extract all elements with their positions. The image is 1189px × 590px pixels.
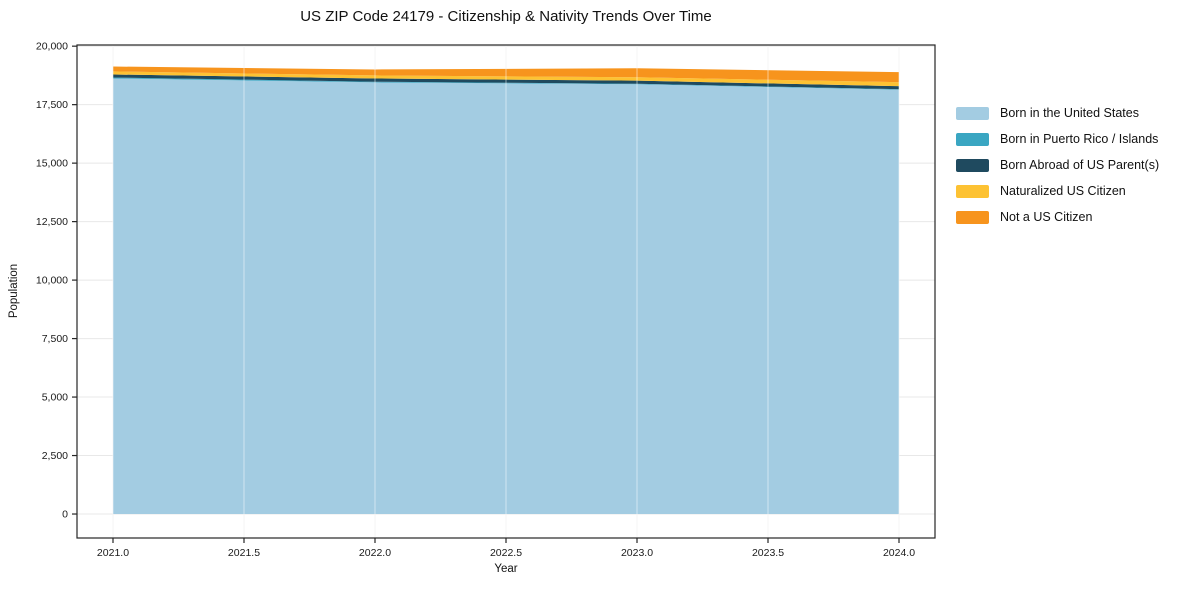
legend-item: Born Abroad of US Parent(s): [956, 152, 1159, 178]
x-axis-title: Year: [494, 563, 518, 575]
y-tick-label: 2,500: [42, 450, 68, 462]
x-tick-label: 2021.5: [228, 547, 260, 559]
legend-label: Not a US Citizen: [1000, 210, 1093, 224]
y-tick-label: 0: [62, 509, 68, 521]
x-tick-label: 2023.0: [621, 547, 653, 559]
y-tick-label: 10,000: [36, 275, 68, 287]
y-tick-label: 20,000: [36, 41, 68, 53]
y-tick-label: 17,500: [36, 99, 68, 111]
y-tick-label: 5,000: [42, 392, 68, 404]
legend-swatch-icon: [956, 132, 989, 146]
legend-swatch-icon: [956, 210, 989, 224]
legend-label: Naturalized US Citizen: [1000, 184, 1126, 198]
y-axis-title: Population: [8, 263, 20, 319]
legend-label: Born in Puerto Rico / Islands: [1000, 132, 1159, 146]
x-tick-label: 2021.0: [97, 547, 129, 559]
legend-item: Born in Puerto Rico / Islands: [956, 126, 1159, 152]
legend-label: Born in the United States: [1000, 106, 1139, 120]
legend-swatch-icon: [956, 158, 989, 172]
legend-label: Born Abroad of US Parent(s): [1000, 158, 1160, 172]
legend: Born in the United States Born in Puerto …: [956, 100, 1159, 230]
chart-title: US ZIP Code 24179 - Citizenship & Nativi…: [300, 8, 712, 25]
x-tick-label: 2022.0: [359, 547, 391, 559]
y-tick-label: 12,500: [36, 216, 68, 228]
legend-item: Not a US Citizen: [956, 204, 1159, 230]
x-tick-label: 2022.5: [490, 547, 522, 559]
x-tick-label: 2024.0: [883, 547, 915, 559]
y-tick-label: 7,500: [42, 333, 68, 345]
legend-item: Naturalized US Citizen: [956, 178, 1159, 204]
legend-swatch-icon: [956, 106, 989, 120]
legend-swatch-icon: [956, 184, 989, 198]
x-tick-label: 2023.5: [752, 547, 784, 559]
legend-item: Born in the United States: [956, 100, 1159, 126]
y-tick-label: 15,000: [36, 158, 68, 170]
